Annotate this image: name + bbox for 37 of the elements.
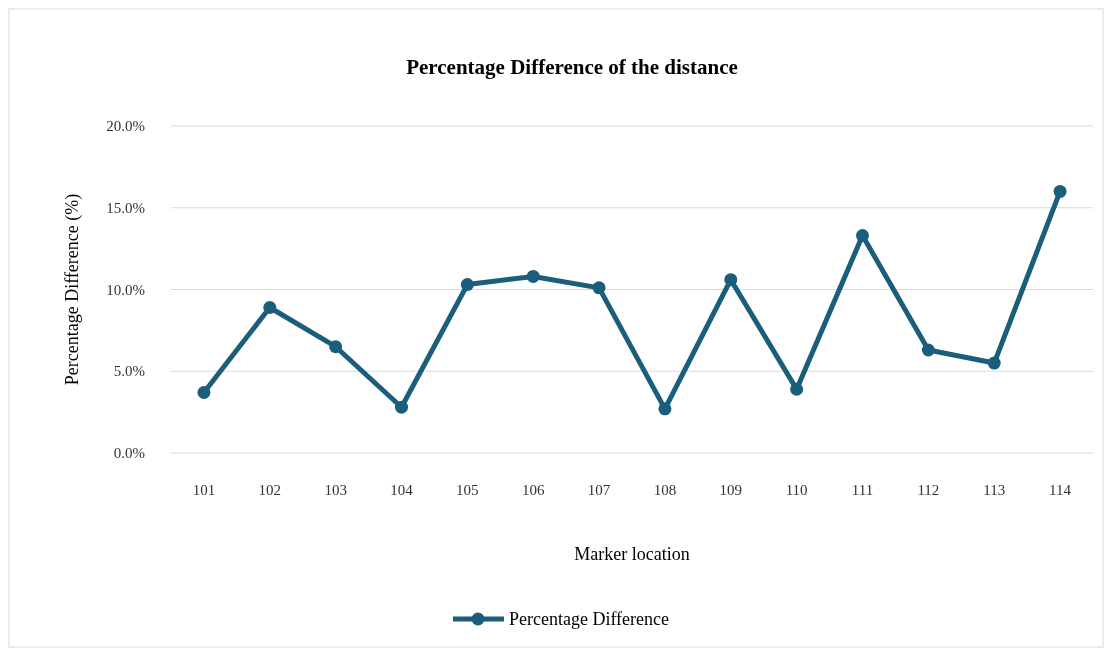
y-tick-label: 20.0% bbox=[106, 118, 145, 134]
point bbox=[526, 269, 540, 283]
point bbox=[658, 402, 672, 416]
point bbox=[724, 273, 738, 287]
point bbox=[790, 382, 804, 396]
x-tick-label: 102 bbox=[258, 482, 282, 498]
x-tick-label: 109 bbox=[719, 482, 743, 498]
point bbox=[263, 300, 277, 314]
x-tick-label: 107 bbox=[587, 482, 611, 498]
x-tick-label: 114 bbox=[1049, 482, 1072, 498]
point bbox=[395, 400, 408, 414]
x-tick-label: 108 bbox=[653, 482, 677, 498]
point bbox=[987, 356, 1001, 370]
x-tick-label: 110 bbox=[785, 482, 808, 498]
y-tick-label: 0.0% bbox=[113, 445, 145, 461]
point bbox=[329, 340, 343, 354]
point bbox=[460, 278, 474, 292]
x-axis-title: Marker location bbox=[574, 544, 690, 564]
x-tick-label: 103 bbox=[324, 482, 347, 498]
point bbox=[856, 229, 869, 243]
point bbox=[921, 343, 935, 357]
x-tick-label: 101 bbox=[192, 482, 216, 498]
chart-title: Percentage Difference of the distance bbox=[406, 55, 738, 79]
x-tick-label: 106 bbox=[521, 482, 545, 498]
y-tick-label: 10.0% bbox=[106, 281, 145, 298]
x-tick-label: 112 bbox=[917, 482, 940, 498]
point bbox=[197, 386, 211, 400]
x-tick-label: 104 bbox=[390, 482, 414, 498]
x-tick-label: 105 bbox=[456, 482, 479, 498]
y-axis-title: Percentage Difference (%) bbox=[62, 193, 83, 386]
legend-label: Percentage Difference bbox=[509, 609, 670, 629]
y-tick-label: 5.0% bbox=[113, 363, 145, 380]
point bbox=[1053, 184, 1067, 198]
x-tick-label: 113 bbox=[983, 482, 1006, 498]
x-tick-label: 111 bbox=[851, 482, 874, 498]
point bbox=[592, 281, 606, 295]
y-tick-label: 15.0% bbox=[106, 199, 145, 216]
